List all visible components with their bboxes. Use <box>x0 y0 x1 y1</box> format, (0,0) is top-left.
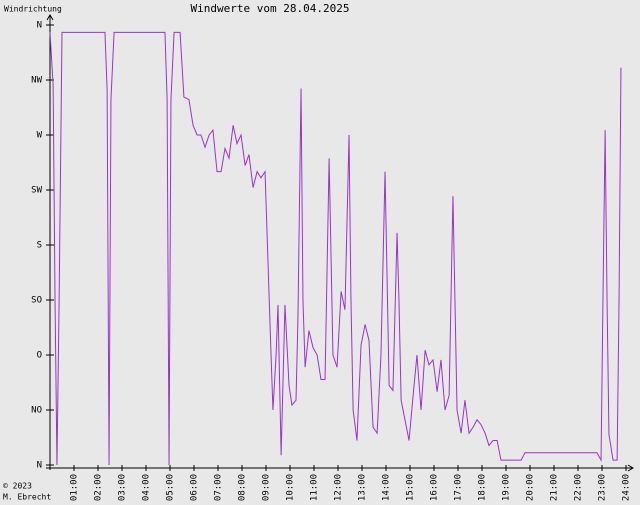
chart-title: Windwerte vom 28.04.2025 <box>191 2 350 15</box>
x-tick-label: 22:00 <box>574 474 584 501</box>
y-tick-label: S <box>37 241 42 251</box>
copyright: © 2023 <box>3 482 32 491</box>
x-tick-label: 16:00 <box>430 474 440 501</box>
x-tick-label: 14:00 <box>382 474 392 501</box>
y-axis-arrow <box>46 14 54 21</box>
x-tick-label: 06:00 <box>190 474 200 501</box>
x-tick-label: 17:00 <box>454 474 464 501</box>
y-tick-label: NW <box>31 76 42 86</box>
y-tick-label: W <box>37 131 43 141</box>
y-tick-label: O <box>37 351 42 361</box>
x-tick-label: 23:00 <box>598 474 608 501</box>
x-tick-label: 19:00 <box>502 474 512 501</box>
y-tick-label: SO <box>31 296 42 306</box>
x-tick-label: 11:00 <box>310 474 320 501</box>
x-tick-label: 05:00 <box>166 474 176 501</box>
x-tick-label: 20:00 <box>526 474 536 501</box>
y-axis-label: Windrichtung <box>4 5 62 14</box>
x-tick-label: 10:00 <box>286 474 296 501</box>
x-tick-label: 12:00 <box>334 474 344 501</box>
y-tick-label: NO <box>31 406 42 416</box>
x-tick-label: 09:00 <box>262 474 272 501</box>
author: M. Ebrecht <box>3 493 51 502</box>
x-axis-arrow <box>627 464 634 472</box>
x-tick-label: 01:00 <box>70 474 80 501</box>
y-tick-label: SW <box>31 186 42 196</box>
x-tick-label: 18:00 <box>478 474 488 501</box>
x-tick-label: 02:00 <box>94 474 104 501</box>
x-tick-label: 24:00 <box>622 474 632 501</box>
x-tick-label: 15:00 <box>406 474 416 501</box>
wind-direction-line <box>49 31 622 466</box>
y-tick-label: N <box>37 461 42 471</box>
y-tick-label: N <box>37 21 42 31</box>
x-tick-label: 04:00 <box>142 474 152 501</box>
x-tick-label: 21:00 <box>550 474 560 501</box>
x-tick-label: 07:00 <box>214 474 224 501</box>
x-tick-label: 03:00 <box>118 474 128 501</box>
x-tick-label: 08:00 <box>238 474 248 501</box>
x-tick-label: 13:00 <box>358 474 368 501</box>
